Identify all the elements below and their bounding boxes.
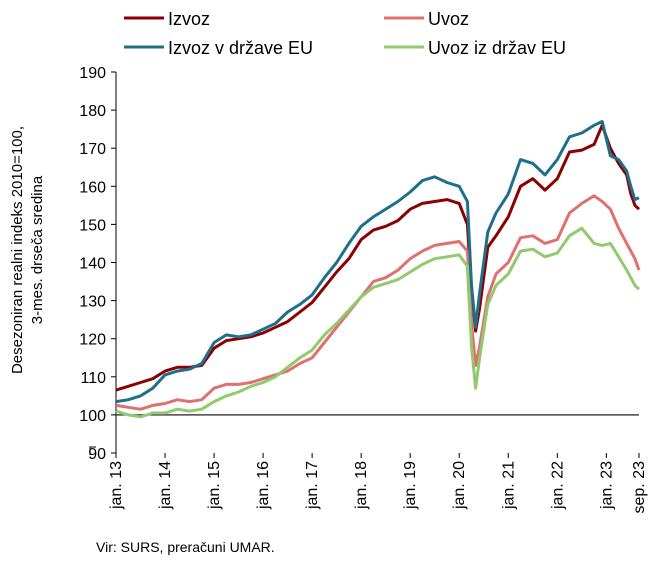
series-line-3 bbox=[115, 120, 640, 404]
legend-label-2: Uvoz bbox=[428, 9, 469, 29]
series-line-4 bbox=[115, 226, 641, 419]
x-axis-ticks: jan. 13 jan. 14 jan. 15 jan. 16 jan. 17 jan. … bbox=[108, 453, 648, 513]
legend: Izvoz Uvoz Izvoz v države EU Uvoz iz držav … bbox=[124, 9, 566, 58]
y-tick-label: 160 bbox=[79, 179, 106, 196]
y-tick-label: 110 bbox=[80, 370, 106, 387]
x-tick-label: jan. 14 bbox=[157, 461, 174, 510]
x-tick-label: sep. 23 bbox=[631, 461, 648, 514]
x-tick-label: jan. 22 bbox=[549, 461, 566, 510]
axis-break-marker bbox=[89, 446, 96, 455]
y-tick-label: 100 bbox=[79, 408, 106, 425]
series-lines bbox=[115, 120, 641, 419]
source-note: Vir: SURS, preračuni UMAR. bbox=[96, 539, 275, 555]
y-axis-ticks: 90 100 110 120 130 140 150 160 170 180 190 bbox=[79, 65, 116, 463]
y-tick-label: 120 bbox=[79, 332, 106, 349]
legend-label-4: Uvoz iz držav EU bbox=[428, 38, 566, 58]
x-tick-label: jan. 23 bbox=[598, 461, 615, 510]
x-tick-label: jan. 17 bbox=[304, 461, 321, 510]
y-tick-label: 130 bbox=[79, 294, 106, 311]
y-tick-label: 140 bbox=[79, 256, 106, 273]
y-tick-label: 190 bbox=[79, 65, 106, 82]
x-tick-label: jan. 18 bbox=[353, 461, 370, 510]
x-tick-label: jan. 16 bbox=[255, 461, 272, 510]
y-tick-label: 150 bbox=[79, 217, 106, 234]
x-tick-label: jan. 21 bbox=[500, 461, 517, 510]
y-axis-label-line-2: 3-mes. drseča sredina bbox=[29, 175, 46, 324]
legend-label-3: Izvoz v države EU bbox=[168, 38, 313, 58]
plot-area bbox=[89, 72, 639, 455]
series-line-1 bbox=[115, 123, 641, 392]
x-tick-label: jan. 15 bbox=[206, 461, 223, 510]
x-tick-label: jan. 20 bbox=[451, 461, 468, 510]
x-tick-label: jan. 13 bbox=[108, 461, 125, 510]
y-tick-label: 170 bbox=[79, 141, 106, 158]
y-axis-label-line-1: Desezoniran realni indeks 2010=100, bbox=[9, 126, 26, 374]
x-tick-label: jan. 19 bbox=[402, 461, 419, 510]
legend-label-1: Izvoz bbox=[168, 9, 210, 29]
y-tick-label: 90 bbox=[88, 446, 106, 463]
y-tick-label: 180 bbox=[79, 103, 106, 120]
series-line-2 bbox=[115, 194, 641, 411]
